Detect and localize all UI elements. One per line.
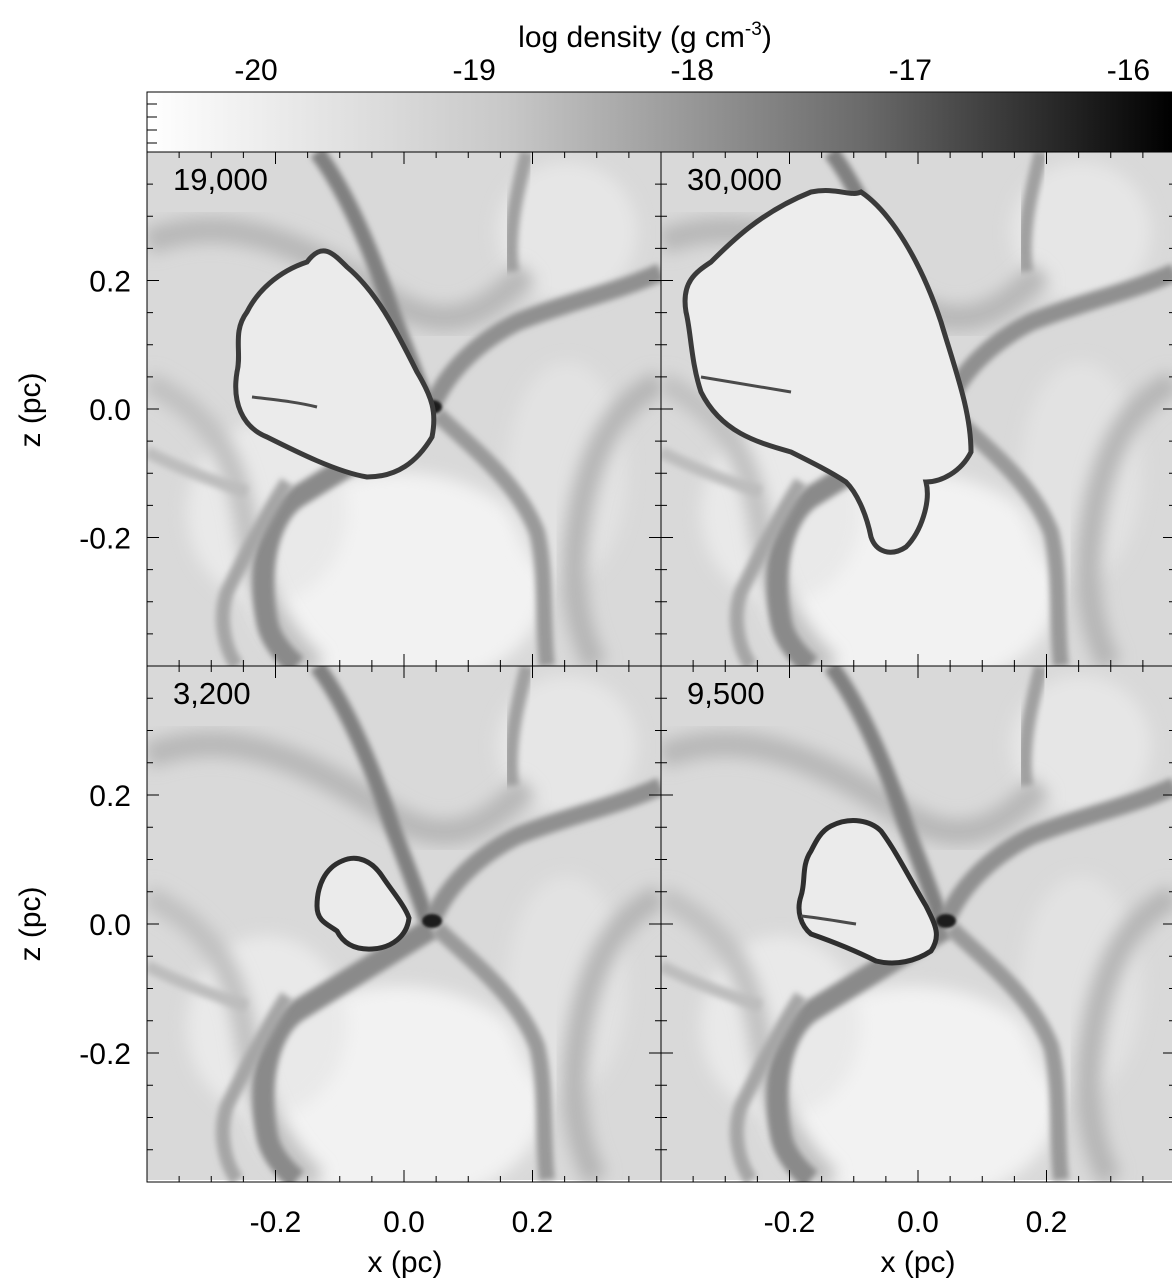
y-tick-label: -0.2 xyxy=(79,1038,131,1071)
x-axis-label-right: x (pc) xyxy=(881,1246,956,1279)
y-axis-label-top: z (pc) xyxy=(14,373,47,448)
colorbar-tick-label: -20 xyxy=(234,54,277,87)
colorbar-tick-label: -17 xyxy=(889,54,932,87)
colorbar: -20 -19 -18 -17 -16 log density (g cm-3) xyxy=(146,19,1172,153)
y-tick-label: 0.2 xyxy=(89,780,131,813)
panel-label: 3,200 xyxy=(173,676,251,711)
x-tick-label: 0.0 xyxy=(897,1206,939,1239)
bubble-30000 xyxy=(682,188,974,555)
x-tick-label: 0.2 xyxy=(1026,1206,1068,1239)
y-axis-label-bottom: z (pc) xyxy=(14,887,47,962)
panel-label: 30,000 xyxy=(687,162,782,197)
x-tick-label: -0.2 xyxy=(250,1206,302,1239)
x-tick-label: 0.0 xyxy=(383,1206,425,1239)
axis-ticks xyxy=(147,152,1172,1182)
panel-bottom-left: 3,200 xyxy=(146,665,662,1183)
y-tick-label: 0.0 xyxy=(89,909,131,942)
axis-tick-labels: -0.2 0.0 0.2 -0.2 0.0 0.2 0.2 0.0 -0.2 0.2 0.0 -0.2 xyxy=(79,266,1067,1240)
colorbar-ticks: -20 -19 -18 -17 -16 xyxy=(147,54,1150,144)
y-tick-label: -0.2 xyxy=(79,523,131,556)
panel-label: 19,000 xyxy=(173,162,268,197)
panel-top-right: 30,000 xyxy=(660,151,1172,667)
colorbar-tick-label: -19 xyxy=(452,54,495,87)
panel-top-left: 19,000 xyxy=(146,151,662,667)
x-tick-label: -0.2 xyxy=(764,1206,816,1239)
colorbar-tick-label: -16 xyxy=(1107,54,1150,87)
colorbar-tick-label: -18 xyxy=(671,54,714,87)
y-tick-label: 0.2 xyxy=(89,266,131,299)
x-axis-label-left: x (pc) xyxy=(368,1246,443,1279)
bubble-19000 xyxy=(233,248,437,480)
bubble-3200 xyxy=(314,855,412,952)
colorbar-gradient xyxy=(147,92,1172,152)
panel-bottom-right: 9,500 xyxy=(660,665,1172,1183)
panel-label: 9,500 xyxy=(687,676,765,711)
y-tick-label: 0.0 xyxy=(89,394,131,427)
colorbar-label: log density (g cm-3) xyxy=(518,19,772,54)
bubble-9500 xyxy=(796,818,939,966)
x-tick-label: 0.2 xyxy=(512,1206,554,1239)
